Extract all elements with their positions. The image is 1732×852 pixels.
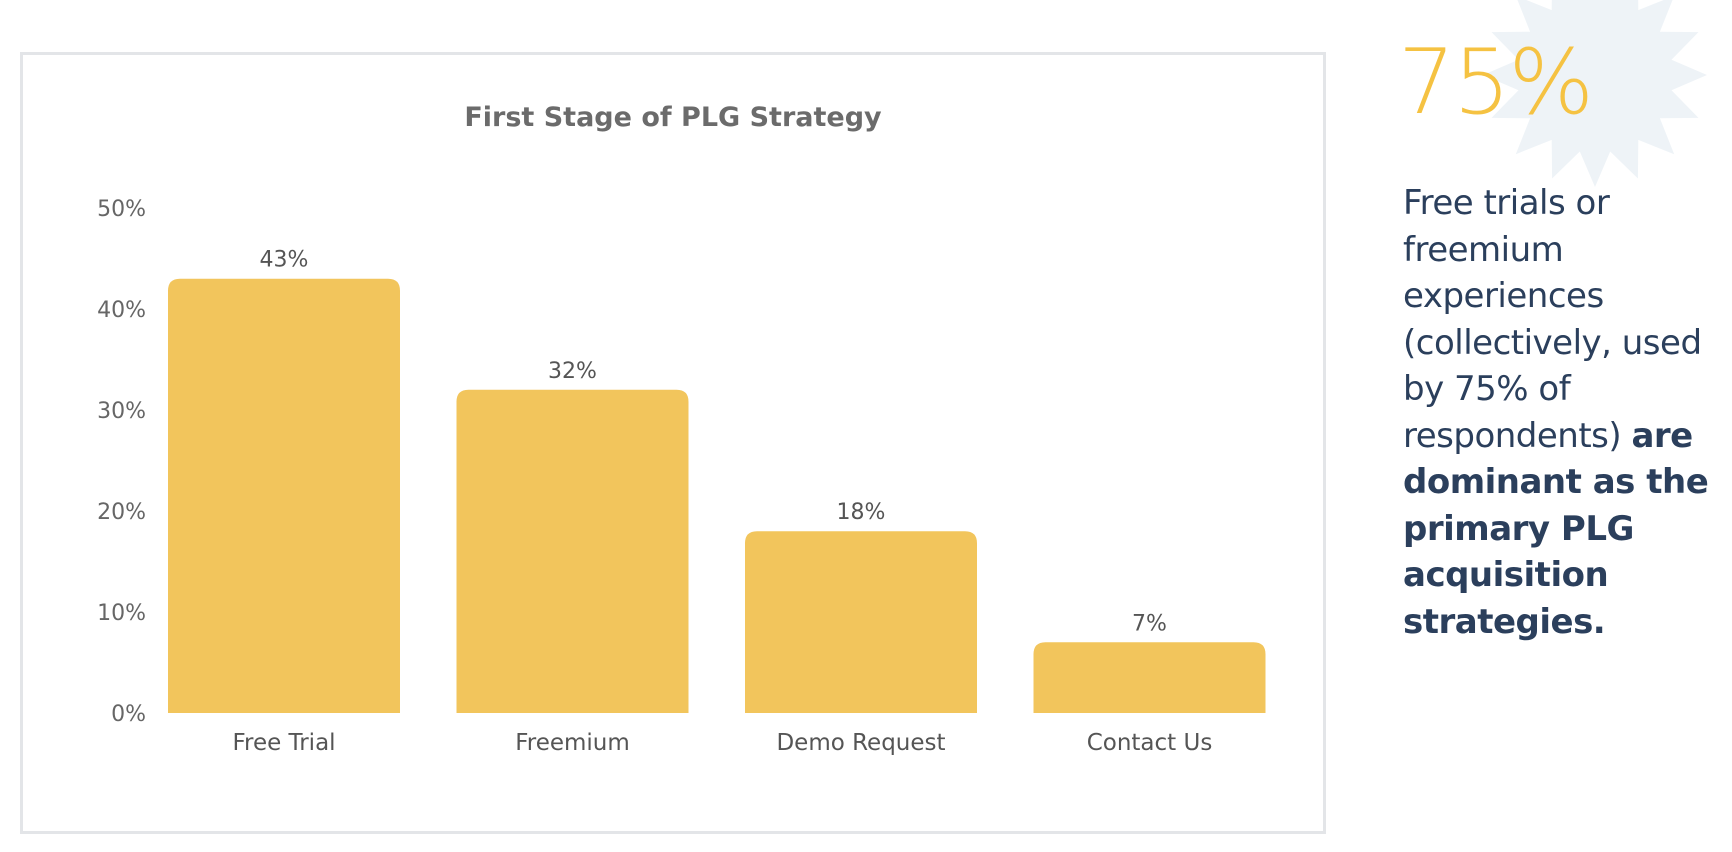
bar-chart: First Stage of PLG Strategy 0% 10% 20% 30% 40… bbox=[97, 102, 1266, 756]
callout-text-bold: are dominant as the primary PLG acquisit… bbox=[1403, 415, 1709, 642]
data-label: 18% bbox=[837, 500, 886, 525]
chart-panel bbox=[20, 52, 1326, 834]
y-tick-label: 40% bbox=[97, 298, 146, 323]
bar-demo-request bbox=[745, 531, 977, 713]
y-tick-label: 20% bbox=[97, 500, 146, 525]
x-tick-label: Contact Us bbox=[1087, 730, 1213, 756]
x-tick-label: Freemium bbox=[515, 730, 630, 756]
x-tick-label: Free Trial bbox=[232, 730, 335, 756]
data-label: 7% bbox=[1132, 611, 1167, 636]
bar-freemium bbox=[456, 389, 689, 713]
y-tick-label: 50% bbox=[97, 197, 146, 222]
data-label: 32% bbox=[548, 359, 597, 384]
data-label: 43% bbox=[260, 248, 309, 273]
callout-text: Free trials or freemium experiences (col… bbox=[1403, 180, 1732, 645]
x-tick-label: Demo Request bbox=[776, 730, 945, 756]
y-tick-label: 0% bbox=[111, 702, 146, 727]
callout-text-regular: Free trials or freemium experiences (col… bbox=[1403, 183, 1702, 456]
callout-stat: 75% bbox=[1398, 30, 1594, 135]
bar-free-trial bbox=[168, 278, 400, 713]
chart-title: First Stage of PLG Strategy bbox=[464, 102, 882, 133]
starburst-icon bbox=[1483, 0, 1707, 187]
y-tick-label: 10% bbox=[97, 601, 146, 626]
bar-contact-us bbox=[1033, 642, 1266, 713]
y-tick-label: 30% bbox=[97, 399, 146, 424]
